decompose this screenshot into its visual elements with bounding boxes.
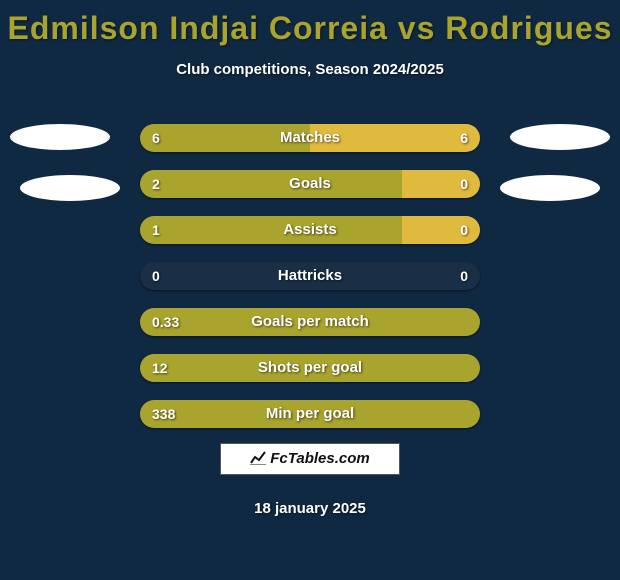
page-title: Edmilson Indjai Correia vs Rodrigues bbox=[0, 0, 620, 47]
stat-bar: 338Min per goal bbox=[140, 400, 480, 428]
brand-box: FcTables.com bbox=[220, 443, 400, 475]
stat-bar: 20Goals bbox=[140, 170, 480, 198]
chart-icon bbox=[250, 451, 266, 465]
stat-bar: 66Matches bbox=[140, 124, 480, 152]
stat-label: Goals bbox=[140, 170, 480, 198]
stat-bar: 00Hattricks bbox=[140, 262, 480, 290]
stat-bar: 0.33Goals per match bbox=[140, 308, 480, 336]
stat-label: Shots per goal bbox=[140, 354, 480, 382]
stat-label: Min per goal bbox=[140, 400, 480, 428]
stat-bar: 10Assists bbox=[140, 216, 480, 244]
player-right-ellipse-1 bbox=[510, 124, 610, 150]
player-left-ellipse-2 bbox=[20, 175, 120, 201]
date-label: 18 january 2025 bbox=[0, 500, 620, 517]
stat-label: Goals per match bbox=[140, 308, 480, 336]
stat-bar: 12Shots per goal bbox=[140, 354, 480, 382]
comparison-bars: 66Matches 20Goals 10Assists 00Hattricks 0.33… bbox=[140, 124, 480, 446]
player-right-ellipse-2 bbox=[500, 175, 600, 201]
page-subtitle: Club competitions, Season 2024/2025 bbox=[0, 61, 620, 78]
stat-label: Hattricks bbox=[140, 262, 480, 290]
stat-label: Assists bbox=[140, 216, 480, 244]
player-left-ellipse-1 bbox=[10, 124, 110, 150]
brand-label: FcTables.com bbox=[270, 450, 369, 467]
stat-label: Matches bbox=[140, 124, 480, 152]
